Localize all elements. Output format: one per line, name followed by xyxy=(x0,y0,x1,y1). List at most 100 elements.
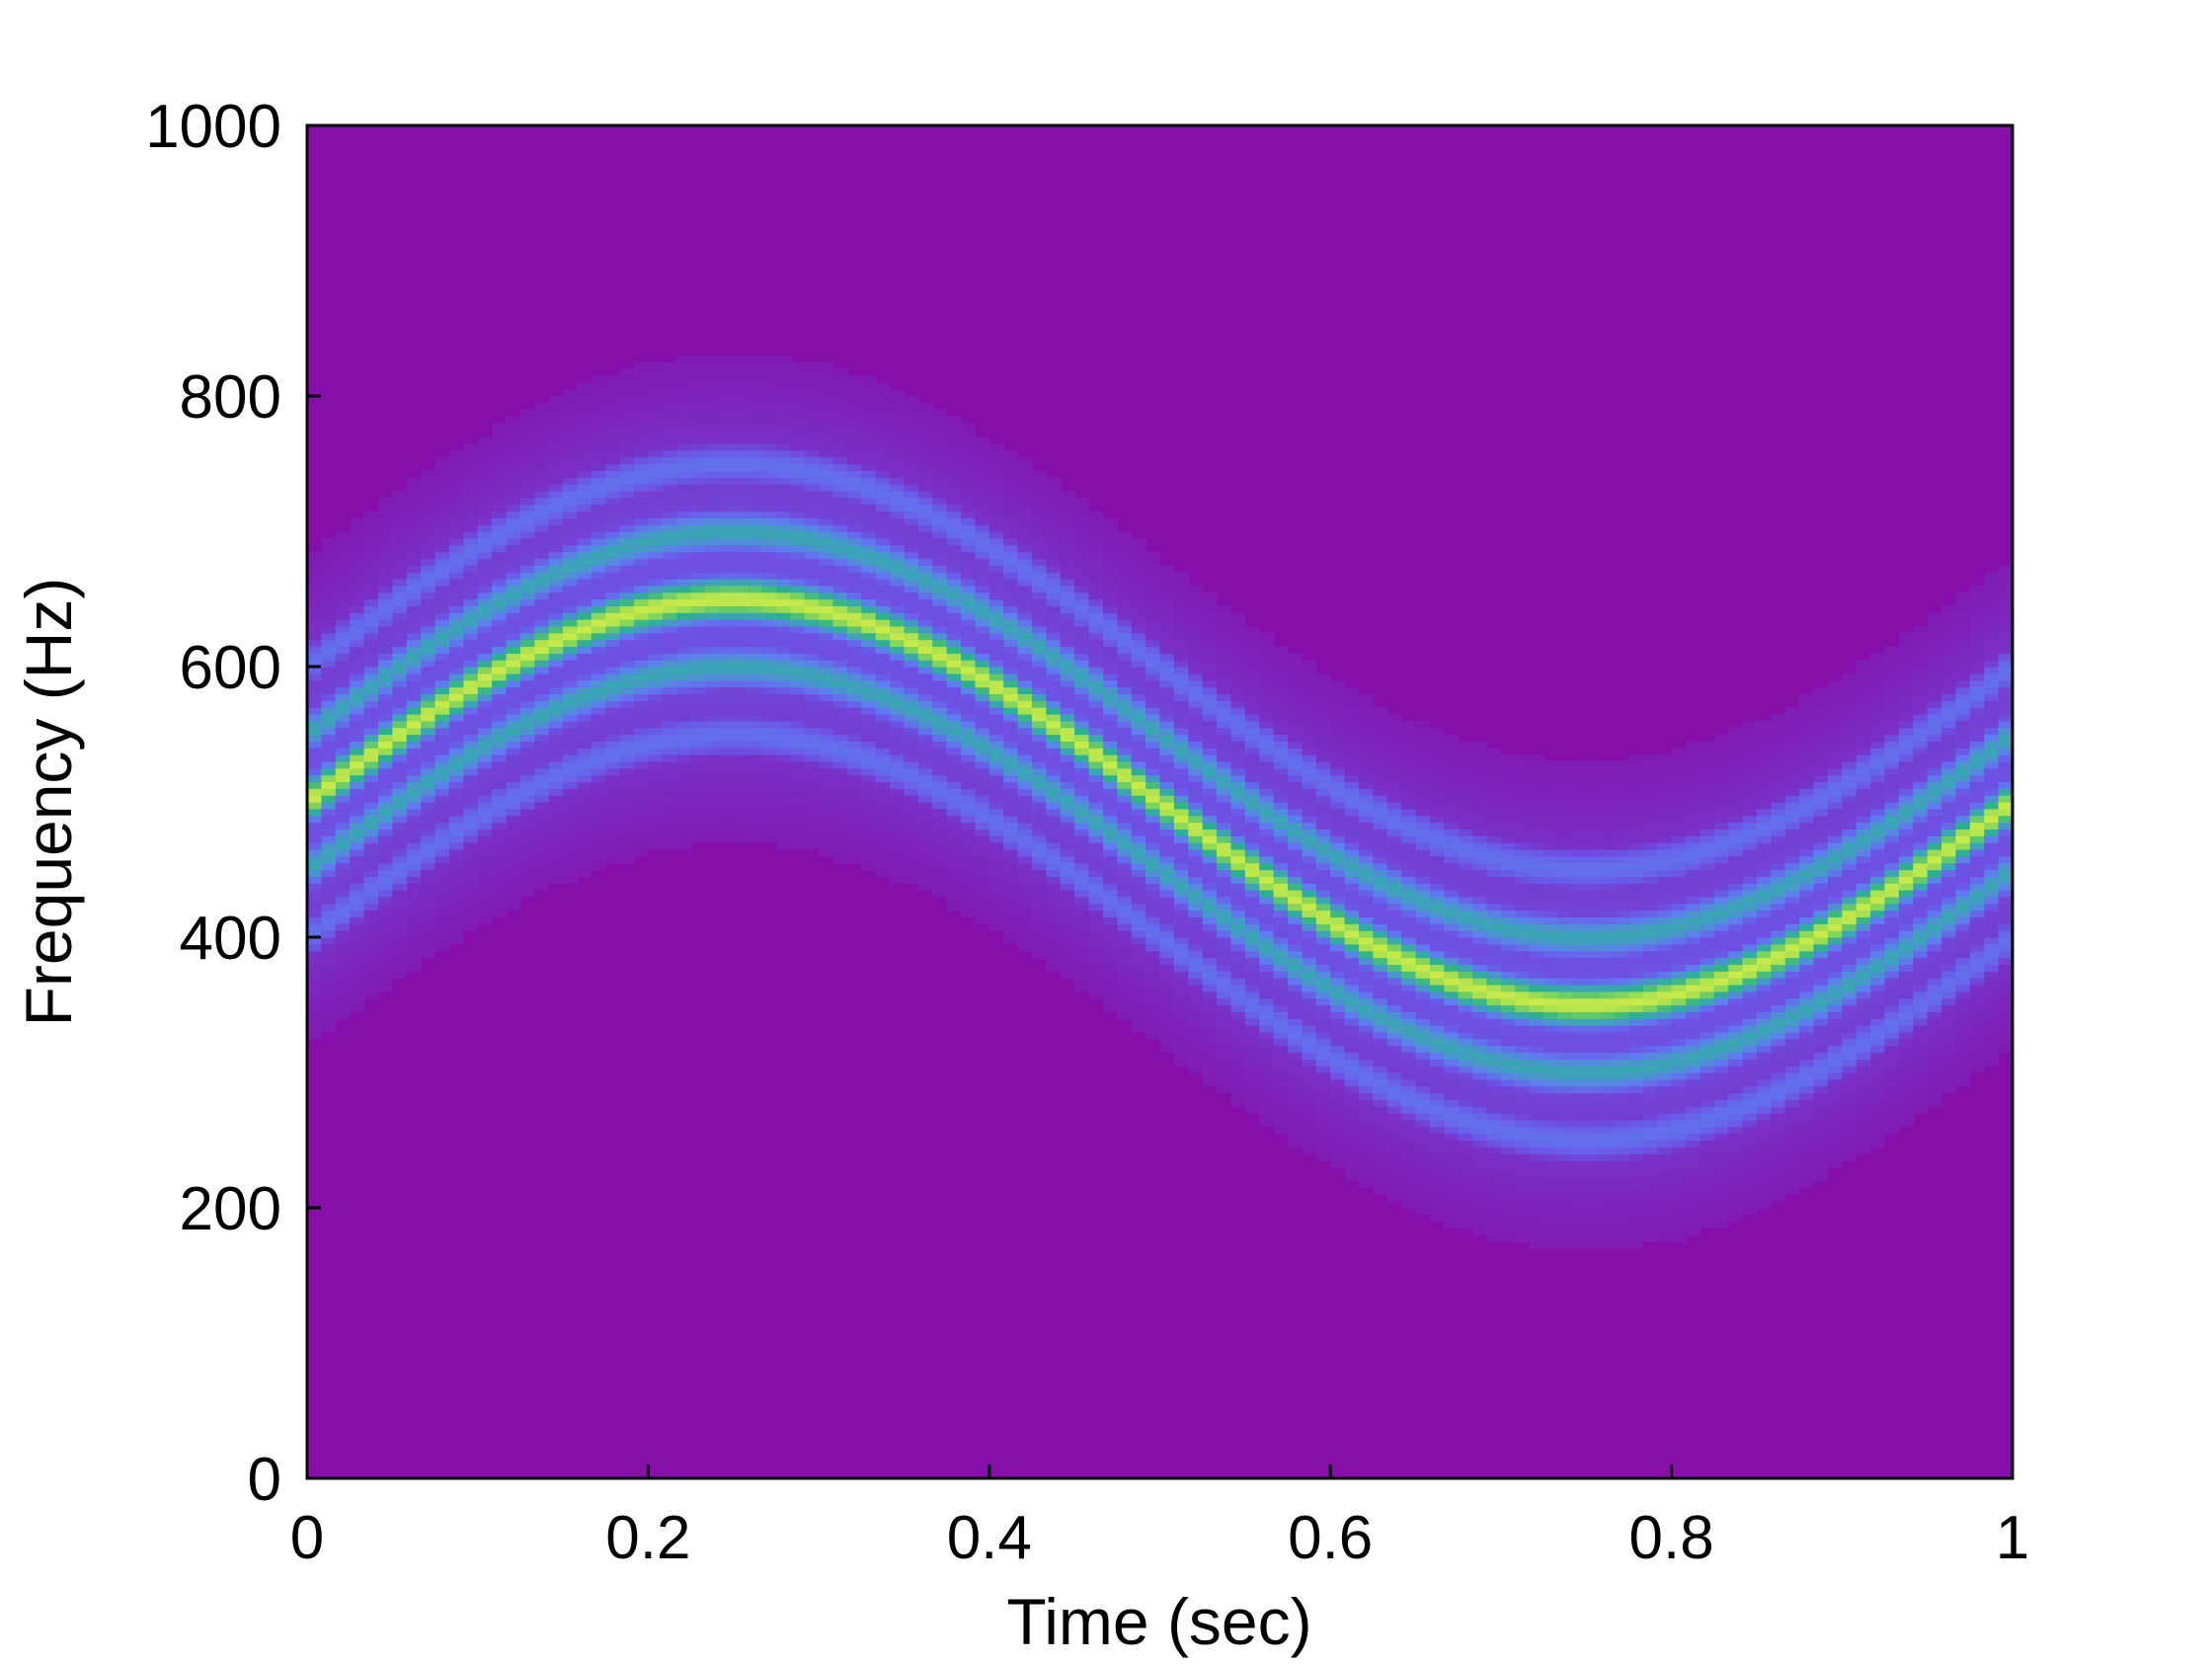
heatmap-cell xyxy=(819,382,834,390)
heatmap-cell xyxy=(548,767,564,776)
heatmap-cell xyxy=(307,693,322,701)
heatmap-cell xyxy=(477,855,493,864)
heatmap-cell xyxy=(619,795,635,803)
heatmap-cell xyxy=(519,693,535,701)
heatmap-cell xyxy=(662,707,677,715)
heatmap-cell xyxy=(733,585,749,594)
heatmap-cell xyxy=(591,396,606,404)
heatmap-cell xyxy=(1159,781,1175,789)
heatmap-cell xyxy=(1173,883,1189,891)
heatmap-cell xyxy=(350,950,365,959)
heatmap-cell xyxy=(961,585,977,594)
heatmap-cell xyxy=(434,673,450,681)
heatmap-cell xyxy=(448,829,464,836)
heatmap-cell xyxy=(648,673,664,681)
heatmap-cell xyxy=(534,423,550,431)
heatmap-cell xyxy=(1060,876,1075,884)
heatmap-cell xyxy=(690,524,706,532)
heatmap-cell xyxy=(434,517,450,525)
heatmap-cell xyxy=(1188,943,1204,952)
heatmap-cell xyxy=(1173,639,1189,648)
heatmap-cell xyxy=(519,544,535,553)
heatmap-cell xyxy=(1259,1078,1275,1087)
heatmap-cell xyxy=(1273,713,1289,722)
heatmap-cell xyxy=(804,741,820,749)
heatmap-cell xyxy=(904,808,919,817)
heatmap-cell xyxy=(775,720,791,729)
heatmap-cell xyxy=(1003,653,1019,661)
heatmap-cell xyxy=(492,896,508,905)
heatmap-cell xyxy=(1088,639,1104,648)
heatmap-cell xyxy=(421,667,436,674)
heatmap-cell xyxy=(733,430,749,437)
heatmap-cell xyxy=(1131,990,1146,999)
heatmap-cell xyxy=(917,862,933,871)
heatmap-cell xyxy=(790,416,806,424)
heatmap-cell xyxy=(946,639,962,648)
heatmap-cell xyxy=(904,720,919,729)
heatmap-cell xyxy=(377,686,393,694)
heatmap-cell xyxy=(619,781,635,789)
heatmap-cell xyxy=(846,416,862,424)
heatmap-cell xyxy=(363,619,379,627)
heatmap-cell xyxy=(676,646,692,654)
heatmap-cell xyxy=(377,862,393,871)
heatmap-cell xyxy=(676,361,692,370)
heatmap-cell xyxy=(748,490,763,499)
heatmap-cell xyxy=(975,707,990,715)
heatmap-cell xyxy=(761,660,777,668)
heatmap-cell xyxy=(648,741,664,749)
heatmap-cell xyxy=(392,673,408,681)
heatmap-cell xyxy=(1046,937,1062,945)
heatmap-cell xyxy=(719,795,735,803)
heatmap-cell xyxy=(832,632,848,641)
heatmap-cell xyxy=(1217,896,1232,905)
heatmap-cell xyxy=(917,625,933,634)
heatmap-cell xyxy=(676,700,692,708)
heatmap-cell xyxy=(676,612,692,620)
heatmap-cell xyxy=(463,760,479,769)
heatmap-cell xyxy=(1159,916,1175,924)
heatmap-cell xyxy=(676,815,692,824)
heatmap-cell xyxy=(946,883,962,891)
heatmap-cell xyxy=(1159,572,1175,580)
heatmap-cell xyxy=(519,436,535,444)
heatmap-cell xyxy=(846,537,862,546)
heatmap-cell xyxy=(875,612,891,620)
heatmap-cell xyxy=(890,795,906,803)
heatmap-cell xyxy=(917,537,933,546)
heatmap-cell xyxy=(988,693,1004,701)
heatmap-cell xyxy=(335,842,351,850)
heatmap-cell xyxy=(377,848,393,857)
heatmap-cell xyxy=(932,470,948,478)
heatmap-cell xyxy=(1088,605,1104,613)
heatmap-cell xyxy=(492,862,508,871)
heatmap-cell xyxy=(577,713,592,722)
heatmap-cell xyxy=(1230,700,1246,708)
heatmap-cell xyxy=(932,497,948,506)
heatmap-cell xyxy=(548,436,564,444)
heatmap-cell xyxy=(1273,862,1289,871)
heatmap-cell xyxy=(492,497,508,506)
heatmap-cell xyxy=(875,409,891,418)
heatmap-cell xyxy=(1173,822,1189,830)
heatmap-cell xyxy=(704,449,720,458)
heatmap-cell xyxy=(321,923,337,931)
heatmap-cell xyxy=(690,361,706,370)
heatmap-cell xyxy=(1244,727,1260,736)
heatmap-cell xyxy=(434,524,450,532)
heatmap-cell xyxy=(704,524,720,532)
heatmap-cell xyxy=(761,727,777,736)
heatmap-cell xyxy=(690,409,706,418)
heatmap-cell xyxy=(832,551,848,559)
heatmap-cell xyxy=(988,551,1004,559)
heatmap-cell xyxy=(463,727,479,736)
heatmap-cell xyxy=(761,578,777,587)
heatmap-cell xyxy=(534,470,550,478)
heatmap-cell xyxy=(690,808,706,817)
heatmap-cell xyxy=(563,700,579,708)
heatmap-cell xyxy=(975,544,990,553)
heatmap-cell xyxy=(392,572,408,580)
heatmap-cell xyxy=(534,869,550,877)
heatmap-cell xyxy=(321,1011,337,1019)
